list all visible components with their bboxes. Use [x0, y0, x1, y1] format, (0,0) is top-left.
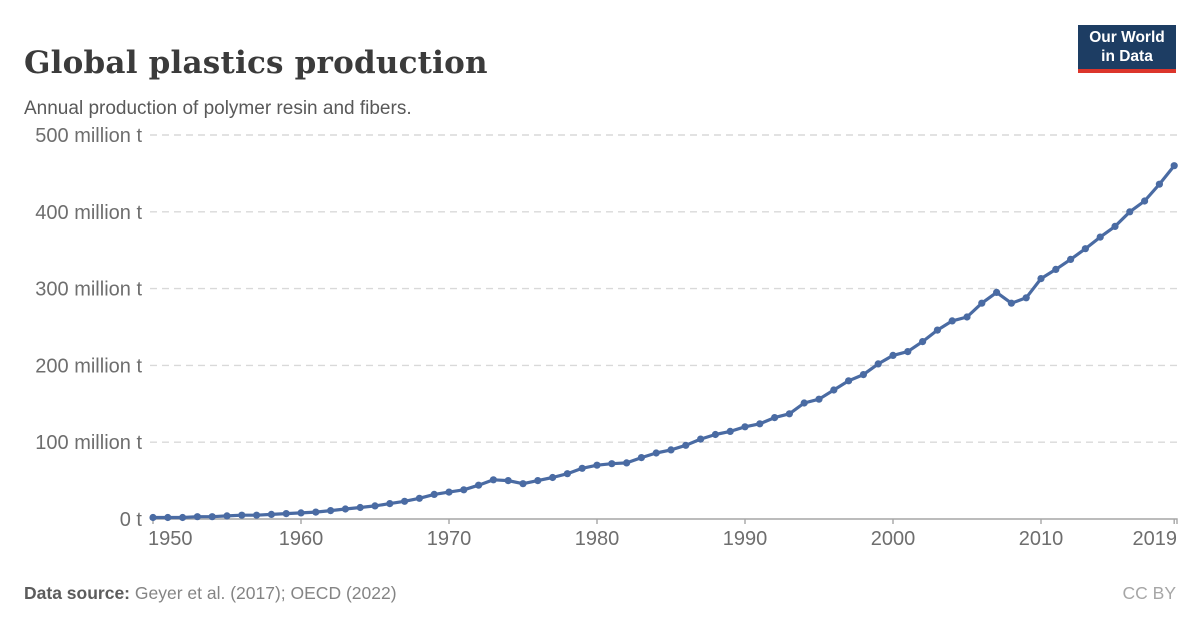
data-source-value: Geyer et al. (2017); OECD (2022) [134, 583, 397, 603]
data-point[interactable] [1052, 265, 1060, 273]
y-tick-label: 400 million t [35, 202, 142, 224]
data-point[interactable] [1155, 180, 1163, 188]
data-point[interactable] [164, 513, 172, 522]
data-source-label: Data source: [24, 583, 131, 603]
data-point[interactable] [756, 420, 764, 428]
data-point[interactable] [371, 502, 379, 510]
data-point[interactable] [430, 490, 438, 498]
x-tick-label: 1960 [279, 528, 324, 550]
data-point[interactable] [549, 473, 557, 482]
data-point[interactable] [741, 423, 749, 431]
data-point[interactable] [267, 510, 275, 518]
data-point[interactable] [297, 509, 305, 517]
data-point[interactable] [341, 505, 349, 513]
data-point[interactable] [401, 497, 409, 505]
data-point[interactable] [978, 299, 986, 307]
data-point[interactable] [519, 480, 527, 488]
data-point[interactable] [1081, 245, 1089, 253]
data-point[interactable] [682, 441, 690, 449]
owid-logo-line2: in Data [1101, 48, 1153, 65]
data-point[interactable] [904, 348, 912, 356]
data-point[interactable] [859, 371, 868, 379]
data-point[interactable] [771, 414, 779, 422]
data-point[interactable] [578, 464, 586, 472]
data-point[interactable] [504, 477, 512, 485]
x-tick-label: 2019 [1133, 528, 1178, 550]
data-point[interactable] [208, 513, 216, 521]
data-point[interactable] [593, 461, 601, 469]
data-point[interactable] [815, 395, 823, 403]
data-point[interactable] [460, 486, 468, 494]
data-point[interactable] [845, 377, 853, 385]
data-point[interactable] [238, 511, 246, 519]
x-tick-label: 2010 [1019, 528, 1064, 550]
data-point[interactable] [563, 470, 572, 478]
x-tick-label: 1950 [148, 528, 193, 550]
data-point[interactable] [179, 513, 187, 522]
x-axis-line [150, 518, 1178, 524]
data-point[interactable] [697, 435, 705, 443]
data-point[interactable] [1096, 233, 1104, 241]
data-point[interactable] [785, 410, 794, 418]
data-point[interactable] [963, 313, 971, 321]
data-point[interactable] [149, 513, 157, 522]
owid-logo[interactable]: Our World in Data [1078, 25, 1176, 73]
data-point[interactable] [312, 508, 320, 516]
data-point[interactable] [475, 481, 483, 489]
data-point[interactable] [193, 513, 201, 521]
data-point[interactable] [1007, 299, 1016, 307]
data-point[interactable] [919, 338, 927, 346]
data-point[interactable] [1067, 255, 1075, 263]
data-point[interactable] [1141, 197, 1149, 205]
data-point[interactable] [489, 476, 497, 484]
data-point[interactable] [652, 449, 660, 457]
page-footer: Data source: Geyer et al. (2017); OECD (… [24, 583, 1176, 604]
page-title: Global plastics production [24, 44, 488, 81]
data-point[interactable] [711, 430, 720, 439]
data-point[interactable] [874, 360, 882, 368]
data-point[interactable] [948, 317, 956, 325]
x-tick-label: 1990 [723, 528, 768, 550]
y-tick-label: 500 million t [35, 125, 142, 147]
data-point[interactable] [356, 503, 364, 512]
y-tick-label: 300 million t [35, 279, 142, 301]
data-point[interactable] [1126, 208, 1134, 216]
data-point[interactable] [1170, 162, 1178, 170]
x-tick-label: 2000 [871, 528, 916, 550]
data-point[interactable] [445, 488, 453, 496]
page-subtitle: Annual production of polymer resin and f… [24, 98, 412, 119]
data-point[interactable] [623, 459, 631, 467]
data-point[interactable] [993, 288, 1001, 296]
data-point[interactable] [386, 500, 394, 508]
data-point[interactable] [830, 386, 838, 394]
data-point[interactable] [933, 326, 942, 334]
x-tick-label: 1970 [427, 528, 472, 550]
data-point[interactable] [282, 509, 290, 518]
data-point[interactable] [608, 460, 616, 468]
data-point[interactable] [327, 507, 335, 515]
data-source-note: Data source: Geyer et al. (2017); OECD (… [24, 583, 397, 604]
data-point[interactable] [1111, 222, 1119, 230]
data-point[interactable] [1037, 275, 1045, 283]
data-point[interactable] [534, 477, 542, 485]
data-point[interactable] [637, 454, 646, 462]
y-tick-label: 100 million t [35, 432, 142, 454]
data-point[interactable] [800, 399, 808, 407]
owid-logo-line1: Our World [1089, 29, 1165, 46]
y-tick-label: 200 million t [35, 355, 142, 377]
data-point[interactable] [253, 511, 261, 519]
data-point[interactable] [889, 351, 897, 359]
data-point[interactable] [223, 512, 231, 520]
data-line-world [151, 164, 1176, 520]
data-point[interactable] [726, 427, 734, 435]
data-point[interactable] [1022, 294, 1030, 302]
data-point[interactable] [667, 446, 675, 454]
y-tick-label: 0 t [120, 509, 143, 531]
data-point[interactable] [415, 494, 423, 502]
license-badge[interactable]: CC BY [1122, 583, 1176, 603]
x-tick-label: 1980 [575, 528, 620, 550]
